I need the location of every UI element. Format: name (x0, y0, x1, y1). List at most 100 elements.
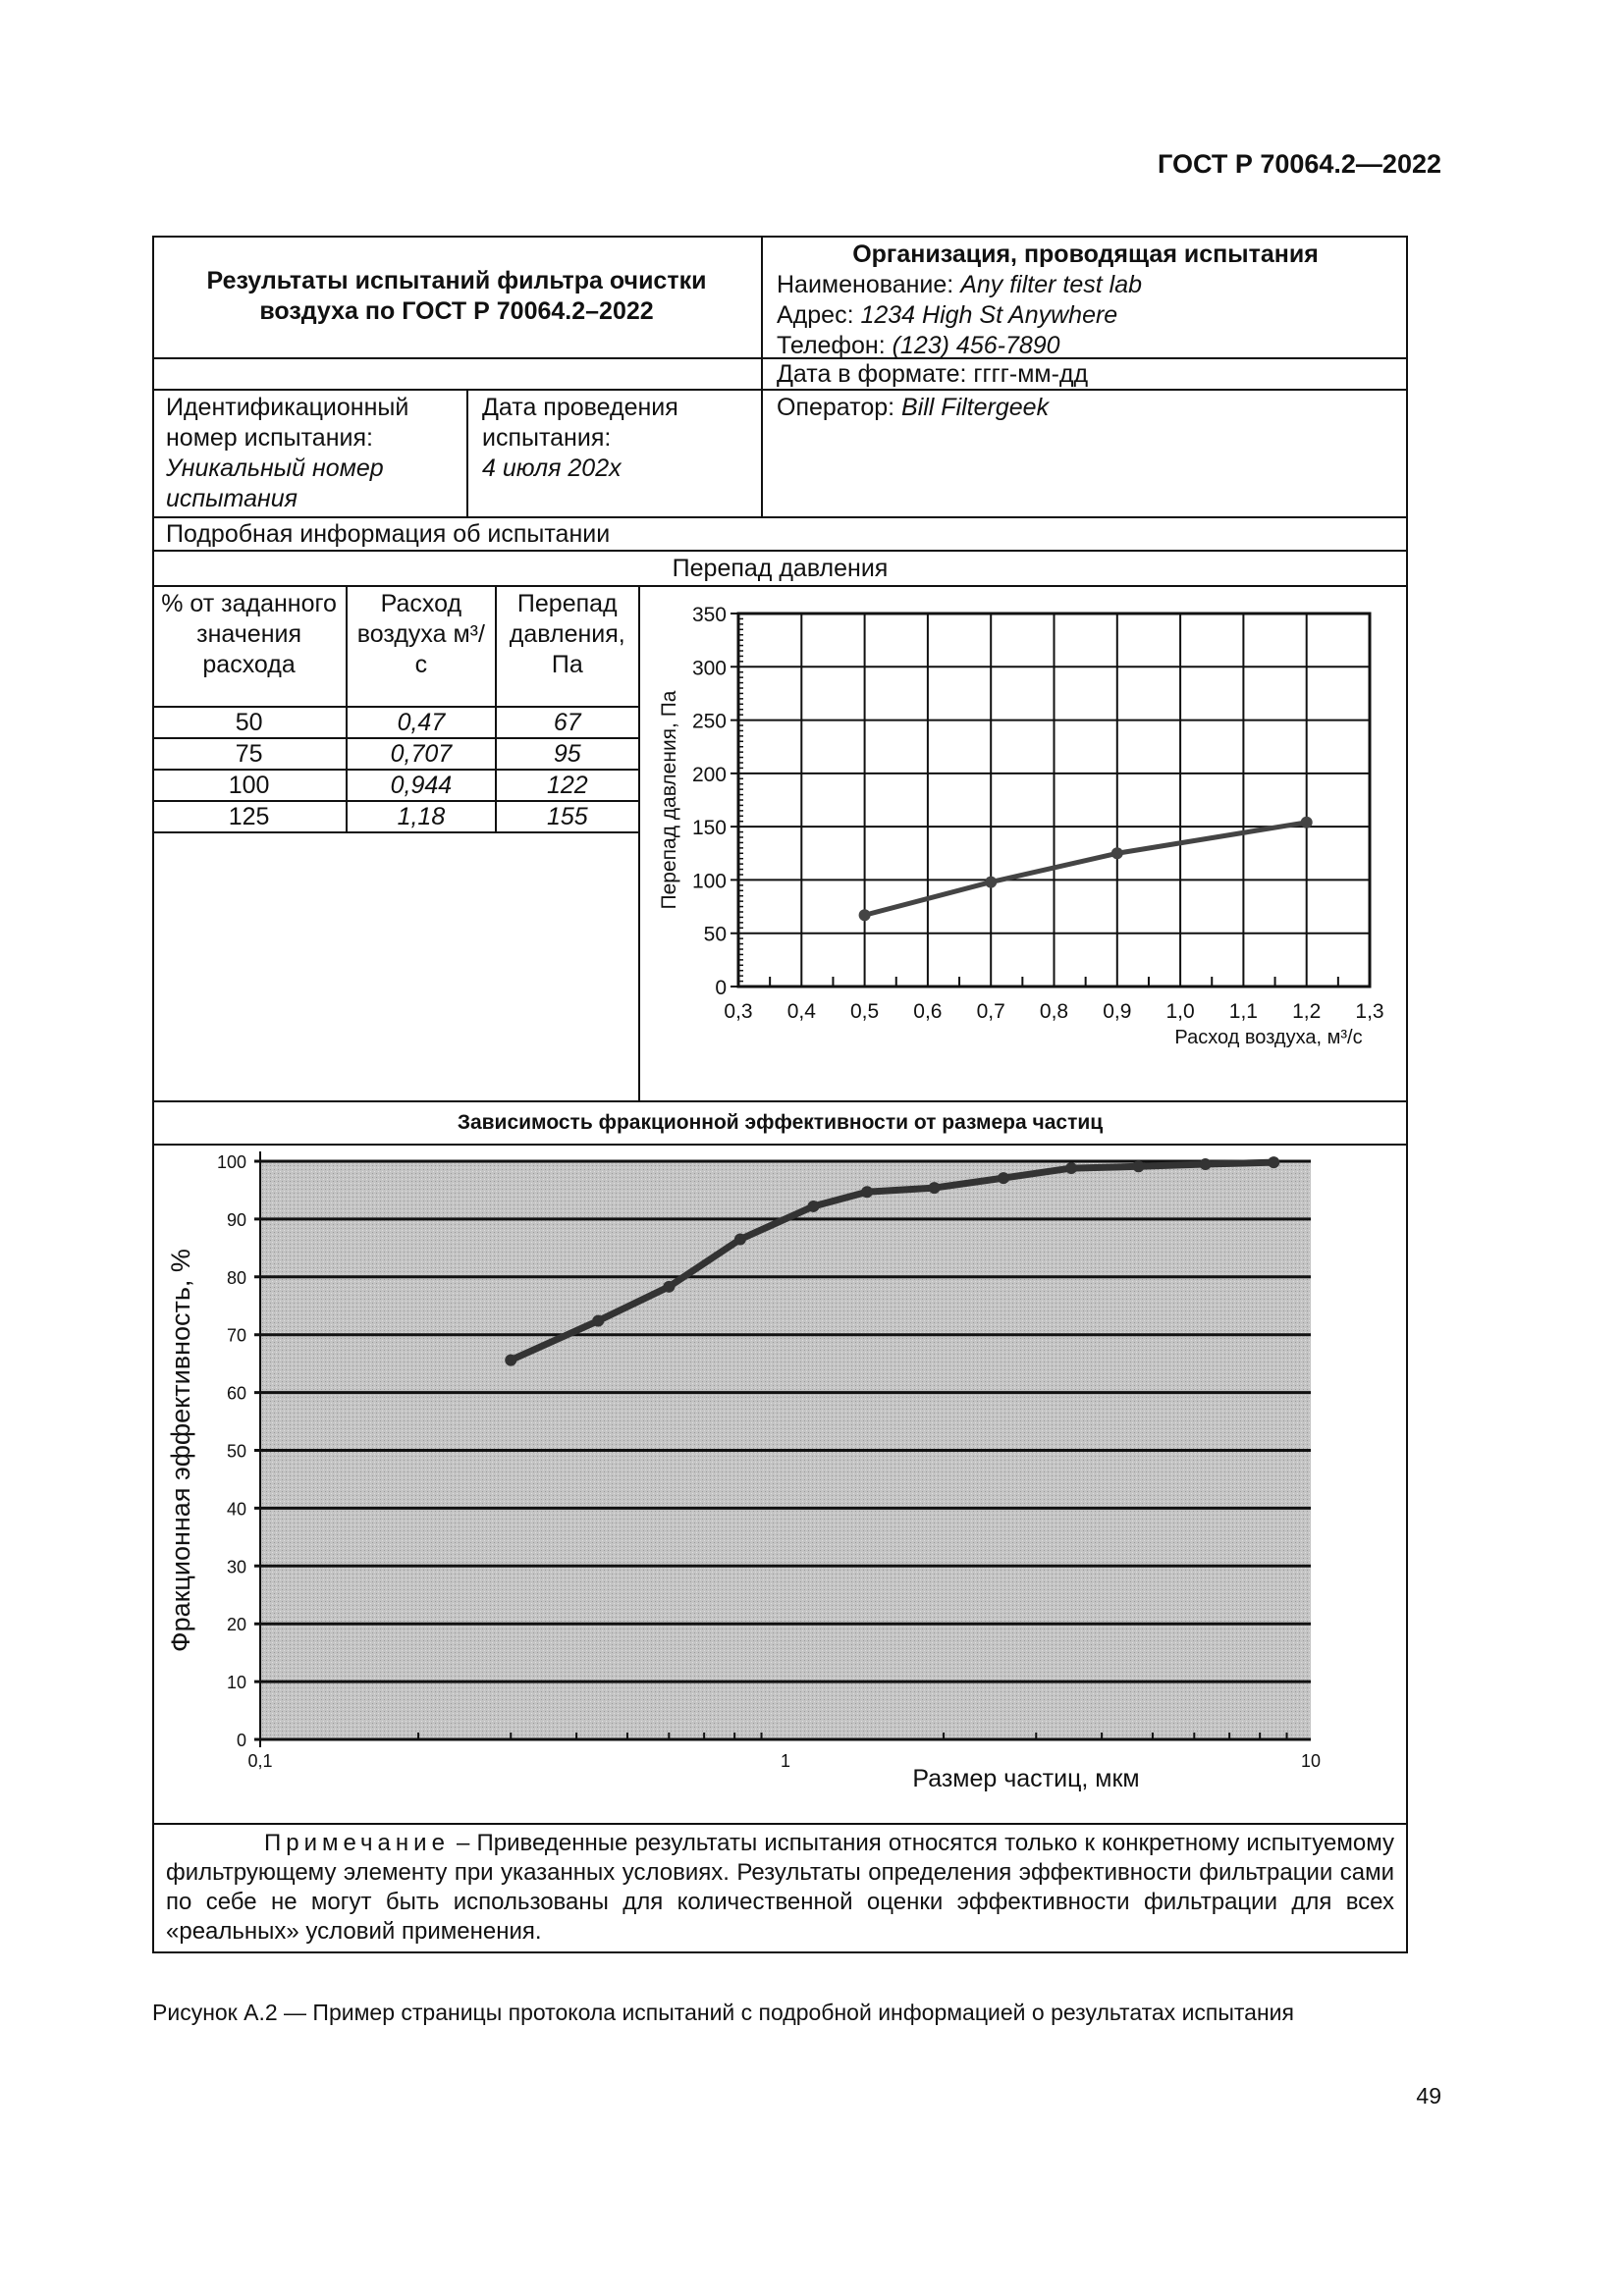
date-label: Дата проведения (482, 394, 678, 421)
data-point (663, 1280, 676, 1293)
id-value: Уникальный номер (166, 454, 384, 482)
y-axis-label: Перепад давления, Па (658, 690, 680, 909)
report-title: Результаты испытаний фильтра очистки воз… (152, 236, 763, 359)
cell-airflow: 0,944 (348, 771, 497, 800)
y-tick-label: 60 (227, 1384, 246, 1404)
cell-percent: 75 (152, 739, 349, 769)
phone-value: (123) 456-7890 (892, 332, 1060, 359)
data-point (807, 1200, 820, 1212)
name-label: Наименование: (777, 271, 961, 298)
pressure-drop-chart: 0,3 0,4 0,5 0,6 0,7 0,8 0,9 1,0 1,1 1,2 1,3 0 50 100 1… (658, 604, 1384, 1048)
data-point (998, 1172, 1010, 1185)
test-date-cell: Дата проведения испытания: 4 июля 202х (468, 391, 763, 518)
data-point (592, 1314, 605, 1327)
data-point (1268, 1156, 1280, 1169)
data-point (1110, 847, 1123, 860)
data-point (1065, 1162, 1078, 1175)
cell-pressure: 67 (553, 709, 581, 736)
operator-value: Bill Filtergeek (901, 394, 1050, 421)
x-tick-label: 1,3 (1355, 1000, 1383, 1023)
x-axis-label: Расход воздуха, м³/с (1174, 1027, 1362, 1048)
x-tick-label: 0,9 (1103, 1000, 1131, 1023)
date-label: испытания: (482, 424, 612, 452)
y-axis-label: Фракционная эффективность, % (166, 1249, 195, 1652)
data-point (733, 1233, 746, 1246)
address-label: Адрес: (777, 301, 861, 329)
operator-cell: Оператор: Bill Filtergeek (763, 391, 1408, 518)
empty-cell (152, 359, 763, 391)
table-row: 75 0,707 95 (152, 739, 638, 771)
id-label: номер испытания: (166, 424, 373, 452)
table-row: 100 0,944 122 (152, 771, 638, 802)
note-text: – Приведенные результаты испытания относ… (166, 1830, 1394, 1945)
cell-pressure: 122 (546, 772, 588, 799)
x-tick-label: 10 (1301, 1751, 1321, 1771)
figure-caption: Рисунок А.2 — Пример страницы протокола … (152, 2000, 1294, 2025)
y-tick-label: 10 (227, 1673, 246, 1692)
data-point (505, 1354, 517, 1366)
y-tick-label: 40 (227, 1499, 246, 1519)
y-tick-label: 70 (227, 1326, 246, 1346)
cell-percent: 50 (152, 708, 349, 737)
x-tick-label: 0,6 (913, 1000, 942, 1023)
header-percent: % от заданного значения расхода (152, 587, 349, 706)
y-tick-label: 30 (227, 1557, 246, 1576)
operator-label: Оператор: (777, 394, 902, 421)
data-point (1132, 1160, 1145, 1173)
note-label: Примечание (264, 1830, 450, 1856)
data-point (985, 876, 998, 888)
cell-airflow: 1,18 (348, 802, 497, 831)
cell-airflow: 0,707 (348, 739, 497, 769)
y-tick-label: 0 (715, 977, 727, 999)
x-tick-label: 0,5 (850, 1000, 879, 1023)
note: Примечание – Приведенные результаты испы… (152, 1823, 1408, 1953)
cell-pressure: 155 (546, 803, 588, 830)
x-tick-label: 1 (781, 1751, 790, 1771)
title-line: Результаты испытаний фильтра очистки (206, 267, 707, 294)
y-tick-label: 300 (692, 657, 727, 679)
cell-percent: 125 (152, 802, 349, 831)
x-axis-label: Размер частиц, мкм (912, 1765, 1139, 1792)
id-label: Идентификационный (166, 394, 409, 421)
x-tick-label: 1,2 (1292, 1000, 1321, 1023)
date-value: 4 июля 202х (482, 454, 622, 482)
cell-percent: 100 (152, 771, 349, 800)
x-tick-label: 0,4 (787, 1000, 817, 1023)
table-header-row: % от заданного значения расхода Расход в… (152, 587, 638, 708)
details-heading: Подробная информация об испытании (152, 518, 1408, 552)
cell-pressure: 95 (553, 740, 581, 768)
y-tick-label: 50 (227, 1442, 246, 1462)
y-tick-label: 80 (227, 1268, 246, 1288)
test-id-cell: Идентификационный номер испытания: Уника… (152, 391, 468, 518)
x-tick-label: 0,3 (724, 1000, 752, 1023)
table-row: 125 1,18 155 (152, 802, 638, 833)
x-tick-label: 0,1 (247, 1751, 272, 1771)
x-tick-label: 0,7 (977, 1000, 1005, 1023)
y-tick-label: 100 (217, 1152, 246, 1172)
pressure-heading: Перепад давления (152, 552, 1408, 587)
x-tick-label: 0,8 (1040, 1000, 1068, 1023)
y-tick-label: 100 (692, 870, 727, 892)
plot-border (736, 612, 1372, 988)
page-number: 49 (1416, 2083, 1441, 2109)
data-point (1300, 816, 1313, 828)
table-row: 50 0,47 67 (152, 708, 638, 739)
y-tick-label: 200 (692, 764, 727, 786)
y-tick-label: 350 (692, 604, 727, 626)
name-value: Any filter test lab (960, 271, 1143, 298)
y-tick-label: 50 (704, 924, 727, 946)
report-frame (152, 236, 1408, 1953)
y-tick-label: 90 (227, 1210, 246, 1230)
id-value: испытания (166, 485, 298, 512)
org-heading: Организация, проводящая испытания (852, 240, 1319, 268)
y-tick-label: 0 (237, 1731, 246, 1750)
organization-block: Организация, проводящая испытания Наимен… (763, 236, 1408, 359)
data-line (863, 820, 1308, 918)
date-format: Дата в формате: гггг-мм-дд (763, 359, 1408, 391)
x-tick-label: 1,1 (1229, 1000, 1258, 1023)
y-tick-label: 150 (692, 817, 727, 839)
cell-airflow: 0,47 (348, 708, 497, 737)
y-tick-label: 20 (227, 1615, 246, 1634)
pressure-table: % от заданного значения расхода Расход в… (152, 587, 640, 1100)
document-code: ГОСТ Р 70064.2—2022 (1158, 149, 1441, 179)
